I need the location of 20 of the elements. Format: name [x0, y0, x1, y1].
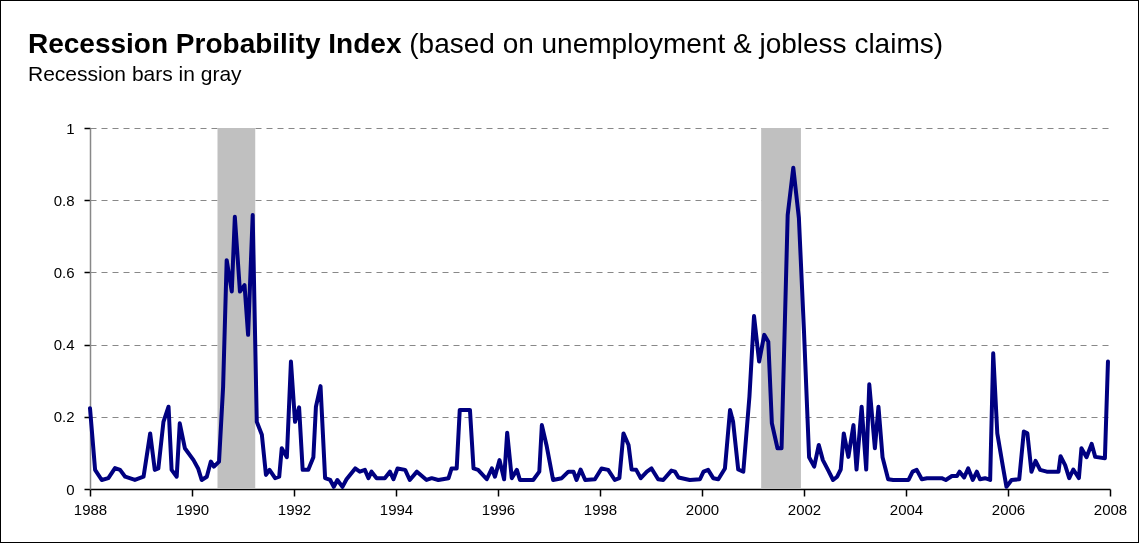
- x-tick-label: 1992: [277, 500, 312, 518]
- chart-subtitle: (based on unemployment & jobless claims): [409, 28, 944, 59]
- x-tick-label: 2006: [991, 500, 1026, 518]
- text: Recession bars in gray: [28, 62, 243, 86]
- x-tick-label: 1996: [481, 500, 516, 518]
- x-tick-label: 1990: [175, 500, 210, 518]
- chart-title: Recession Probability Index: [28, 28, 402, 59]
- y-tick-label: 0.6: [53, 263, 75, 281]
- y-tick-label: 0.8: [53, 191, 75, 209]
- x-tick-label: 2000: [685, 500, 720, 518]
- x-tick-label: 2008: [1093, 500, 1128, 518]
- x-tick-label: 2004: [889, 500, 924, 518]
- x-tick-label: 2002: [787, 500, 822, 518]
- y-tick-label: 1: [66, 119, 75, 137]
- x-tick-label: 1988: [73, 500, 108, 518]
- y-tick-label: 0.4: [53, 336, 75, 354]
- y-tick-label: 0.2: [53, 408, 75, 426]
- x-tick-label: 1994: [379, 500, 414, 518]
- x-tick-label: 1998: [583, 500, 618, 518]
- y-tick-label: 0: [66, 480, 75, 498]
